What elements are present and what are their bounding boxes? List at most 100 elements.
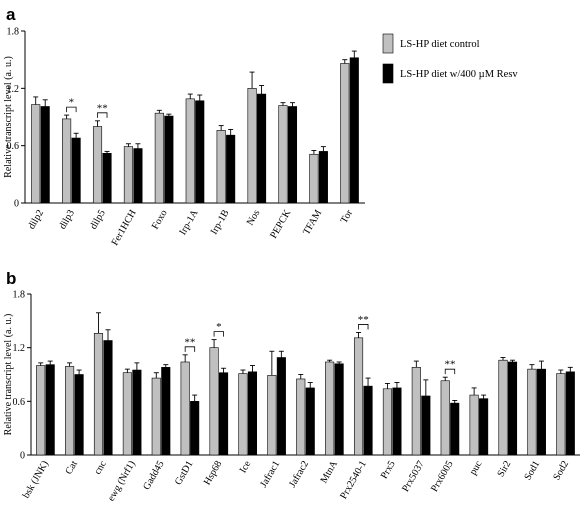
bar-control (440, 380, 450, 456)
bar-resv (349, 57, 359, 204)
category-label: Hsp68 (202, 459, 225, 487)
bar-control (469, 394, 479, 456)
bar-control (353, 337, 364, 456)
bar-control (65, 366, 75, 456)
panel-b-letter: b (6, 269, 16, 288)
bar-control (382, 388, 392, 456)
y-tick-label: 1.2 (13, 343, 26, 354)
legend-swatch-control (382, 33, 394, 54)
y-axis-label: Relative transcript level (a. u.) (3, 314, 14, 436)
category-label: Prx5037 (400, 459, 426, 494)
panel-a-letter: a (6, 5, 16, 24)
bar-control (309, 153, 319, 204)
significance-bracket (97, 112, 108, 118)
bar-resv (161, 367, 171, 456)
bar-resv (132, 369, 142, 456)
bar-resv (507, 361, 518, 456)
bar-resv (74, 374, 84, 456)
bar-resv (71, 137, 81, 204)
bar-control (238, 373, 248, 456)
bar-control (151, 377, 161, 456)
bar-control (340, 63, 350, 204)
y-tick-label: 1.8 (7, 27, 20, 38)
category-label: Jafrac2 (287, 459, 311, 490)
category-label: Prx5 (379, 459, 398, 481)
category-label: Irp-1B (209, 208, 232, 237)
category-label: bsk (JNK) (21, 459, 51, 500)
category-label: cnc (92, 459, 109, 477)
bar-control (36, 365, 46, 456)
bar-resv (102, 153, 112, 204)
bar-control (411, 367, 421, 456)
bar-resv (287, 106, 298, 204)
y-axis-label: Relative transcript level (a. u.) (3, 56, 14, 178)
category-label: Foxo (150, 208, 170, 231)
bar-resv (219, 372, 229, 456)
panel-b-chart: b 0 0.6 1.2 1.8 Relative transcript level (a… (3, 269, 580, 503)
legend: LS-HP diet control LS-HP diet w/400 µM R… (382, 33, 518, 84)
significance-label: * (69, 97, 75, 109)
category-label: Prx2540-1 (338, 459, 369, 501)
panel-a-chart: a 0 0.6 1.2 1.8 Relative transcript level (a… (3, 5, 365, 248)
bar-control (123, 146, 133, 204)
significance-bracket (444, 368, 456, 375)
bar-resv (226, 134, 236, 204)
bar-resv (276, 357, 286, 456)
bar-resv (536, 368, 546, 456)
significance-label: ** (184, 336, 195, 348)
y-tick-label: 0.6 (13, 397, 26, 408)
bar-resv (421, 395, 431, 456)
legend-label-resv: LS-HP diet w/400 µM Resv (400, 69, 518, 80)
significance-label: * (216, 321, 222, 333)
bar-resv (195, 100, 205, 204)
category-label: dilp2 (26, 208, 46, 231)
bar-control (62, 118, 72, 204)
bar-control (527, 368, 537, 456)
bar-resv (45, 364, 55, 456)
bar-control (122, 372, 132, 456)
bar-resv (247, 371, 258, 456)
category-label: Tor (339, 207, 356, 225)
category-label: Fer1HCH (110, 208, 139, 248)
bar-resv (450, 402, 460, 456)
y-tick-label: 0 (20, 451, 25, 462)
bar-resv (318, 151, 328, 204)
significance-label: ** (358, 314, 369, 326)
category-label: Nos (245, 208, 263, 228)
category-label: dilp3 (57, 208, 77, 231)
bar-resv (190, 401, 200, 456)
category-label: GstD1 (173, 459, 196, 487)
category-label: puc (468, 459, 485, 477)
y-tick-label: 1.8 (13, 290, 26, 301)
bar-resv (103, 340, 113, 456)
category-label: Irp-1A (177, 207, 201, 237)
category-label: TFAM (301, 208, 324, 237)
bar-control (92, 126, 103, 204)
bar-control (154, 112, 164, 204)
y-tick-label: 0 (14, 199, 19, 210)
legend-label-control: LS-HP diet control (400, 39, 480, 50)
significance-bracket (358, 324, 369, 330)
bar-control (93, 333, 104, 456)
legend-swatch-resv (382, 63, 394, 84)
category-label: PEPCK (268, 207, 293, 240)
category-label: MtnA (319, 458, 341, 485)
category-label: ewg (Nrf1) (106, 459, 138, 503)
bar-control (556, 373, 566, 456)
bar-control (325, 361, 335, 456)
significance-label: ** (97, 102, 108, 114)
category-label: Sod1 (522, 459, 542, 482)
category-label: Prx6005 (429, 459, 455, 494)
bar-control (185, 98, 195, 204)
category-label: dilp5 (88, 208, 108, 231)
bar-control (278, 105, 288, 204)
bar-control (247, 88, 257, 204)
bar-resv (40, 106, 50, 204)
category-label: Jafrac1 (258, 459, 282, 490)
category-label: Ice (238, 459, 254, 476)
category-label: Gadd45 (141, 459, 166, 492)
category-label: Sir2 (495, 459, 513, 479)
bar-resv (305, 387, 315, 456)
significance-bracket (213, 331, 224, 337)
